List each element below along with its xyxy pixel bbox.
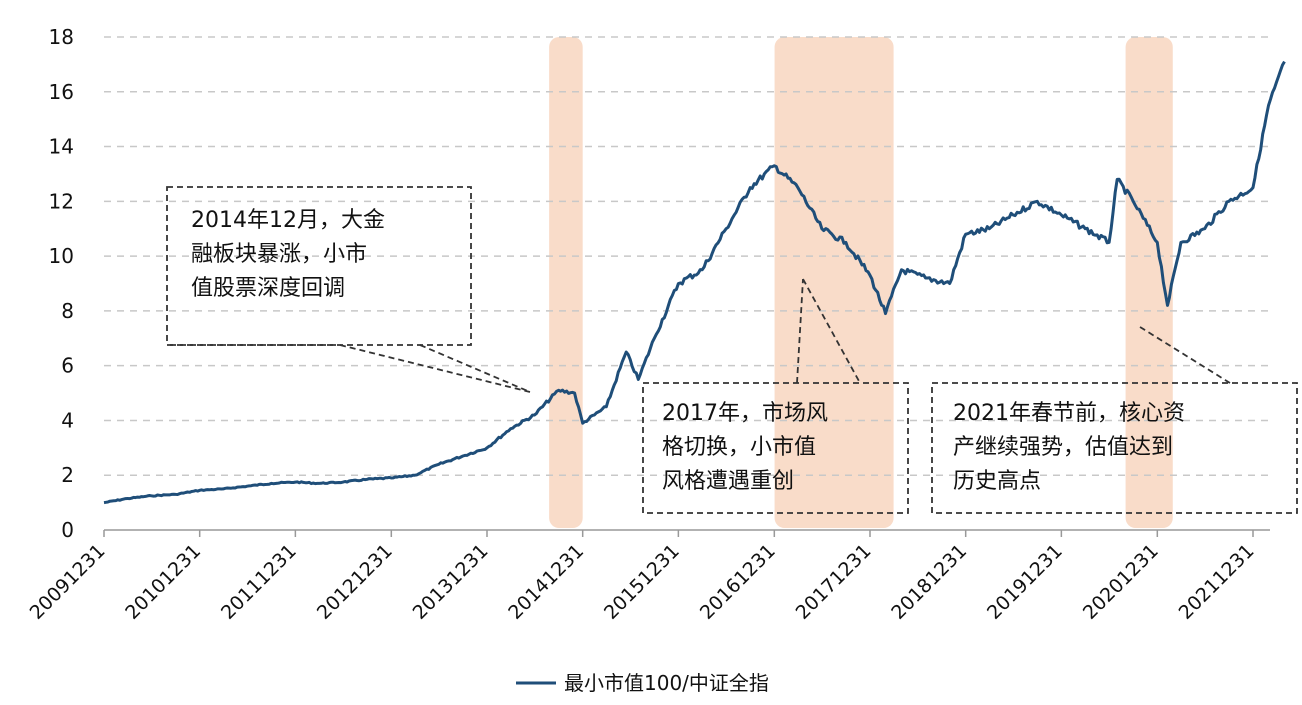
annotation-text-line: 2017年，市场风	[662, 401, 828, 426]
y-tick-label: 18	[49, 25, 74, 49]
annotation-text-line: 产继续强势，估值达到	[953, 435, 1173, 460]
highlight-period-2	[774, 37, 894, 528]
annotation-leader	[170, 344, 531, 393]
annotation-text-line: 2021年春节前，核心资	[953, 401, 1185, 426]
highlight-periods	[549, 37, 1173, 528]
x-tick-label: 20191231	[983, 540, 1067, 624]
x-tick-label: 20111231	[217, 540, 301, 624]
annotation-box-1	[166, 186, 472, 346]
x-tick-label: 20101231	[121, 540, 205, 624]
x-tick-labels: 20091231 20101231 20111231 20121231 20131231…	[26, 530, 1259, 624]
annotation-text-line: 风格遭遇重创	[662, 469, 794, 494]
annotation-box-2	[642, 382, 909, 514]
x-tick-label: 20151231	[600, 540, 684, 624]
x-tick-label: 20121231	[313, 540, 397, 624]
y-tick-labels: 0 2 4 6 8 10 12 14 16 18	[49, 25, 74, 542]
annotation-text-line: 融板块暴涨，小市	[191, 242, 367, 267]
y-tick-label: 8	[61, 299, 74, 323]
y-tick-label: 0	[61, 518, 74, 542]
x-tick-label: 20181231	[887, 540, 971, 624]
x-tick-label: 20091231	[26, 540, 110, 624]
y-tick-label: 6	[61, 354, 74, 378]
x-tick-label: 20171231	[792, 540, 876, 624]
annotation-text-line: 格切换，小市值	[662, 435, 816, 460]
legend-label: 最小市值100/中证全指	[564, 671, 769, 695]
annotation-text-line: 历史高点	[953, 469, 1041, 494]
legend: 最小市值100/中证全指	[516, 671, 769, 695]
annotation-text-line: 2014年12月，大金	[191, 208, 385, 233]
y-tick-label: 14	[49, 135, 74, 159]
annotation-leader	[419, 344, 531, 393]
y-tick-label: 12	[49, 189, 74, 213]
annotation-box-3	[931, 382, 1298, 514]
x-tick-label: 20141231	[504, 540, 588, 624]
annotation-leader	[796, 278, 804, 384]
x-tick-label: 20131231	[409, 540, 493, 624]
y-tick-label: 16	[49, 80, 74, 104]
x-tick-label: 20161231	[696, 540, 780, 624]
highlight-period-3	[1125, 37, 1173, 528]
series-line	[103, 60, 1286, 505]
y-tick-label: 2	[61, 463, 74, 487]
y-tick-label: 10	[49, 244, 74, 268]
annotation-text-line: 值股票深度回调	[191, 276, 345, 301]
highlight-period-1	[549, 37, 583, 528]
x-tick-label: 20201231	[1079, 540, 1163, 624]
annotation-leader	[1139, 326, 1231, 384]
x-tick-label: 20211231	[1175, 540, 1259, 624]
y-tick-label: 4	[61, 408, 74, 432]
